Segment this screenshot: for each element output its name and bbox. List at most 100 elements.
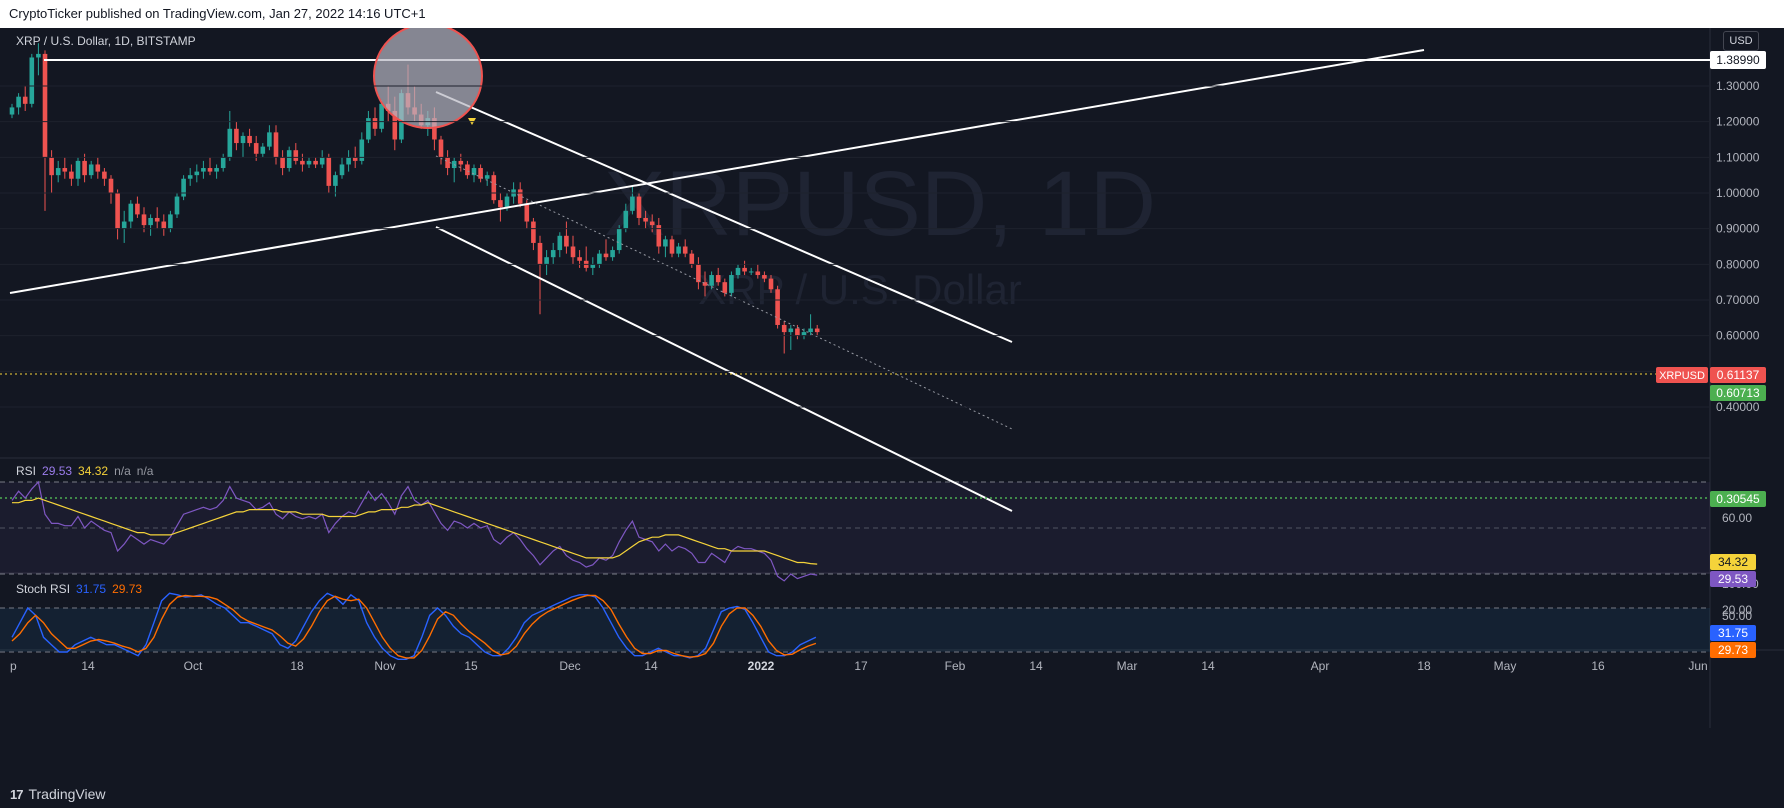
candle-body: [240, 135, 246, 144]
price-tick-label: 1.30000: [1716, 79, 1760, 93]
candle-body: [742, 267, 747, 272]
candle-body: [326, 157, 332, 186]
price-tick-label: 0.80000: [1716, 257, 1760, 271]
candle-body: [214, 168, 219, 172]
candle-body: [550, 250, 556, 258]
candle-body: [247, 135, 252, 144]
highlight-ellipse[interactable]: [373, 28, 483, 129]
rsi-ma-badge-text: 34.32: [1718, 555, 1748, 569]
candle-body: [636, 196, 642, 218]
prev-close-badge: 0.60713: [1710, 385, 1766, 401]
tradingview-logo-icon: 17: [10, 786, 24, 802]
brand-text: TradingView: [28, 786, 106, 802]
rsi-tick-label: 20.00: [1722, 603, 1752, 617]
candle-body: [623, 210, 629, 229]
candle-body: [29, 57, 35, 104]
candle-body: [181, 178, 186, 197]
candle-body: [709, 275, 714, 286]
candle-body: [62, 168, 68, 172]
tradingview-brand[interactable]: 17 TradingView: [10, 786, 106, 802]
candle-body: [161, 221, 167, 229]
candle-body: [366, 118, 371, 140]
candle-body: [649, 221, 655, 226]
candle-body: [570, 246, 576, 258]
candle-body: [168, 214, 173, 229]
candle-body: [379, 103, 384, 129]
time-tick-label: p: [10, 659, 17, 673]
symbol-legend: XRP / U.S. Dollar, 1D, BITSTAMP: [16, 34, 196, 48]
support-badge: 0.30545: [1710, 491, 1766, 507]
candle-body: [531, 221, 536, 243]
candle-body: [286, 150, 292, 169]
candle-body: [643, 217, 648, 222]
candle-body: [544, 257, 549, 265]
candle-body: [319, 157, 325, 165]
candle-body: [669, 239, 675, 254]
candle-body: [95, 164, 101, 172]
last-price-badge-text: 0.61137: [1717, 368, 1760, 382]
candlestick-series: [9, 43, 820, 354]
candle-body: [676, 246, 681, 254]
candle-body: [372, 118, 378, 129]
footer-bar: 17 TradingView: [0, 780, 1784, 808]
candle-body: [814, 328, 820, 333]
candle-body: [220, 157, 226, 169]
candle-body: [9, 107, 15, 115]
rsi-label: RSI: [16, 464, 37, 478]
channel-lower-line[interactable]: [435, 226, 1013, 512]
rsi-line: [11, 480, 818, 582]
stoch-legend: Stoch RSI 31.75 29.73: [16, 582, 142, 596]
rsi-na-1: n/a: [114, 464, 131, 478]
resistance-badge: 1.38990: [1710, 51, 1766, 69]
candle-body: [300, 160, 305, 165]
symbol-name-badge: XRPUSD: [1656, 367, 1708, 383]
publisher-text: CryptoTicker published on TradingView.co…: [9, 6, 426, 21]
candle-body: [82, 160, 87, 176]
candle-body: [69, 171, 74, 179]
ascending-trendline[interactable]: [9, 49, 1425, 294]
rsi-ma-badge: 34.32: [1710, 554, 1756, 570]
candle-body: [445, 157, 450, 169]
stoch-d-line: [11, 594, 817, 659]
candle-body: [517, 189, 523, 204]
candle-body: [471, 168, 477, 176]
candle-body: [616, 228, 622, 251]
stoch-d-legend-value: 29.73: [112, 582, 143, 596]
candle-body: [630, 196, 635, 211]
time-tick-label: Nov: [374, 659, 395, 673]
currency-selector[interactable]: USD: [1723, 31, 1759, 51]
stoch-band: [0, 608, 1710, 652]
candle-body: [504, 196, 510, 208]
stoch-k-legend-value: 31.75: [76, 582, 107, 596]
time-tick-label: 18: [1417, 659, 1431, 673]
time-tick-label: Jun: [1688, 659, 1707, 673]
candle-body: [458, 160, 464, 165]
rsi-ma-line: [12, 497, 818, 565]
chart-canvas[interactable]: XRPUSD, 1D XRP / U.S. Dollar 1.30000 1.20…: [0, 28, 1784, 780]
candle-body: [267, 132, 272, 147]
candle-body: [781, 324, 787, 333]
candle-body: [253, 143, 259, 154]
price-tick-label: 1.10000: [1716, 150, 1760, 164]
candle-body: [22, 96, 28, 104]
time-tick-label: Dec: [559, 659, 580, 673]
candle-body: [682, 246, 688, 254]
candle-body: [359, 139, 365, 161]
time-axis[interactable]: p 14 Oct 18 Nov 15 Dec 14 2022 17 Feb 14 Mar 14 Apr 18 M…: [10, 659, 1708, 673]
candle-body: [696, 264, 701, 283]
candle-body: [590, 264, 596, 268]
candle-body: [293, 150, 299, 161]
candle-body: [148, 217, 153, 226]
candle-body: [788, 328, 794, 333]
stoch-label: Stoch RSI: [16, 582, 71, 596]
candle-body: [557, 235, 563, 251]
candle-body: [36, 53, 41, 58]
price-tick-label: 0.40000: [1716, 400, 1760, 414]
candle-body: [42, 53, 48, 158]
channel-median-line[interactable]: [435, 155, 1013, 430]
candle-body: [333, 175, 338, 186]
candle-body: [484, 175, 490, 179]
candle-body: [722, 282, 728, 293]
candle-body: [689, 253, 695, 265]
stoch-d-badge: 29.73: [1710, 642, 1756, 658]
